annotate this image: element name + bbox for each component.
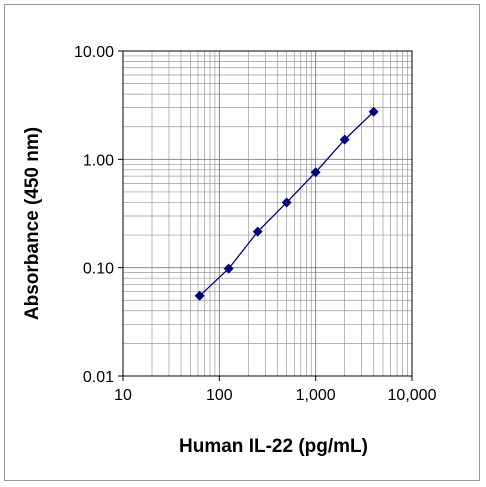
data-point-marker — [252, 226, 263, 237]
y-axis-ticks: 10.00 1.00 0.10 0.01 — [74, 44, 123, 386]
data-point-marker — [194, 290, 205, 301]
y-axis-title: Absorbance (450 nm) — [22, 127, 43, 320]
y-tick-label: 10.00 — [74, 44, 114, 61]
data-point-marker — [281, 197, 292, 208]
x-tick-label: 10,000 — [388, 387, 437, 404]
series-markers — [194, 106, 379, 301]
x-axis-ticks: 10 100 1,000 10,000 — [114, 376, 437, 404]
data-point-marker — [310, 167, 321, 178]
y-tick-label: 0.10 — [83, 261, 114, 278]
chart-grid — [123, 51, 412, 376]
x-axis-title: Human IL-22 (pg/mL) — [179, 436, 368, 457]
y-tick-label: 0.01 — [83, 369, 114, 386]
plot-area — [122, 50, 413, 377]
data-point-marker — [339, 134, 350, 145]
data-point-marker — [223, 263, 234, 274]
y-tick-label: 1.00 — [83, 152, 114, 169]
data-point-marker — [368, 106, 379, 117]
x-tick-label: 100 — [206, 387, 233, 404]
x-tick-label: 1,000 — [296, 387, 336, 404]
x-tick-label: 10 — [114, 387, 132, 404]
